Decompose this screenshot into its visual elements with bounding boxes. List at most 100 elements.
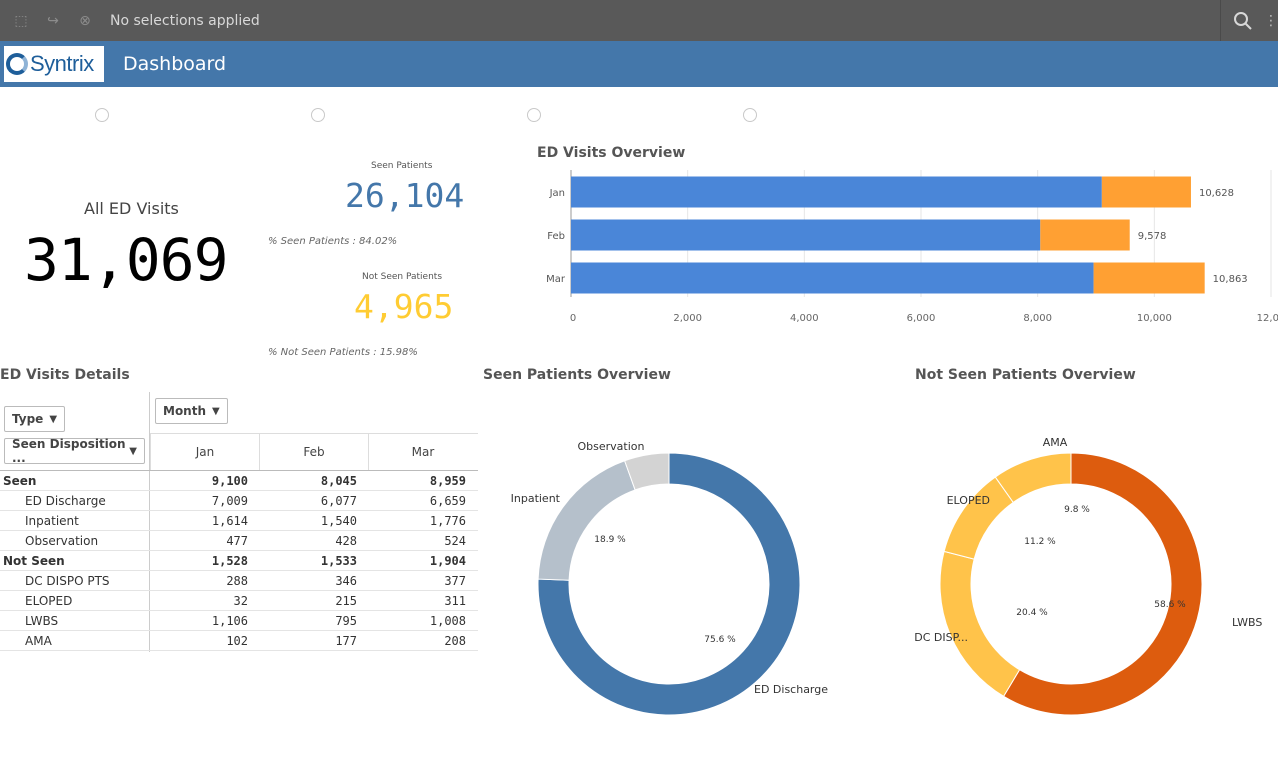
column-header-jan[interactable]: Jan (150, 434, 259, 470)
all-visits-label: All ED Visits (84, 199, 179, 218)
slice-percent-label: 11.2 % (1024, 537, 1056, 547)
table-row[interactable]: Observation 477 428 524 (0, 531, 478, 551)
step-forward-icon[interactable]: ↪ (47, 12, 59, 29)
all-visits-value: 31,069 (24, 226, 229, 294)
table-cell: 1,614 (211, 513, 248, 528)
row-label: ED Discharge (25, 493, 106, 508)
slice-label: DC DISP... (914, 631, 968, 644)
table-cell: 1,904 (429, 553, 466, 568)
donut-slice-eloped[interactable] (943, 476, 1014, 560)
slice-percent-label: 58.6 % (1154, 600, 1186, 610)
type-dimension-button[interactable]: Type ▼ (4, 406, 66, 432)
table-cell: 795 (335, 613, 357, 628)
bar-not-seen[interactable] (1040, 219, 1130, 251)
table-cell: 428 (335, 533, 357, 548)
pivot-divider (149, 392, 150, 652)
seen-patients-pct: % Seen Patients : 84.02% (268, 236, 398, 247)
table-row[interactable]: ELOPED 32 215 311 (0, 591, 478, 611)
donut-slice-inpatient[interactable] (537, 460, 636, 581)
table-cell: 7,009 (211, 493, 248, 508)
toolbar: ⬚ ↪ ⊗ No selections applied ⋮ (0, 0, 1278, 41)
donut-slice-dc-disp-[interactable] (939, 550, 1021, 698)
x-tick-label: 4,000 (790, 313, 819, 324)
table-row[interactable]: Seen 9,100 8,045 8,959 (0, 471, 478, 491)
details-pivot-table: Type ▼ Month ▼ Seen Disposition ... ▼ (0, 392, 478, 652)
radio-button-4[interactable] (743, 108, 757, 122)
x-tick-label: 6,000 (907, 313, 936, 324)
bar-not-seen[interactable] (1093, 262, 1205, 294)
radio-button-2[interactable] (311, 108, 325, 122)
slice-percent-label: 75.6 % (704, 635, 736, 645)
pivot-header-bottom-line (0, 470, 478, 471)
table-cell: 1,540 (320, 513, 357, 528)
table-row[interactable]: ED Discharge 7,009 6,077 6,659 (0, 491, 478, 511)
ed-visits-bar-chart[interactable]: 0 2,000 4,000 6,000 8,000 10,000 12,00 Jan 10,62… (536, 165, 1278, 330)
table-cell: 215 (335, 593, 357, 608)
row-label: AMA (25, 633, 52, 648)
month-dimension-button[interactable]: Month ▼ (155, 398, 228, 424)
column-header-mar[interactable]: Mar (368, 434, 477, 470)
bar-total-label: 10,628 (1199, 188, 1234, 199)
table-cell: 1,106 (211, 613, 248, 628)
not-seen-patients-donut-chart[interactable]: LWBS 58.6 % DC DISP... 20.4 % ELOPED 11.2 % AM… (880, 420, 1278, 730)
table-cell: 377 (444, 573, 466, 588)
table-row[interactable]: LWBS 1,106 795 1,008 (0, 611, 478, 631)
lasso-select-icon[interactable]: ⬚ (14, 12, 28, 29)
bar-seen[interactable] (571, 176, 1102, 208)
more-options-icon[interactable]: ⋮ (1264, 12, 1278, 29)
bar-seen[interactable] (571, 262, 1094, 294)
table-cell: 288 (226, 573, 248, 588)
column-header-feb[interactable]: Feb (259, 434, 368, 470)
row-label: ELOPED (25, 593, 73, 608)
x-tick-label: 10,000 (1137, 313, 1172, 324)
logo-mark-icon (6, 53, 28, 75)
table-cell: 1,776 (429, 513, 466, 528)
y-tick-label: Feb (547, 231, 565, 242)
y-tick-label: Jan (549, 188, 565, 199)
bar-seen[interactable] (571, 219, 1041, 251)
table-cell: 6,077 (320, 493, 357, 508)
details-title: ED Visits Details (0, 367, 130, 383)
search-button[interactable] (1220, 0, 1264, 41)
table-row[interactable]: DC DISPO PTS 288 346 377 (0, 571, 478, 591)
slice-label: Observation (578, 440, 645, 453)
bar-not-seen[interactable] (1101, 176, 1191, 208)
logo-text: Syntrix (30, 51, 94, 76)
logo: Syntrix (4, 46, 104, 82)
row-label: Seen (3, 473, 37, 488)
table-row[interactable]: Inpatient 1,614 1,540 1,776 (0, 511, 478, 531)
not-seen-patients-value: 4,965 (354, 287, 454, 326)
table-cell: 102 (226, 633, 248, 648)
bar-total-label: 10,863 (1213, 274, 1248, 285)
x-tick-label: 12,00 (1257, 313, 1278, 324)
bar-chart-title: ED Visits Overview (537, 145, 686, 161)
slice-percent-label: 20.4 % (1016, 608, 1048, 618)
page-title: Dashboard (123, 53, 227, 75)
donut-slice-ama[interactable] (994, 452, 1072, 504)
slice-percent-label: 18.9 % (594, 535, 626, 545)
slice-label: ED Discharge (754, 683, 828, 696)
type-dimension-label: Type (12, 412, 44, 426)
clear-selections-icon[interactable]: ⊗ (79, 12, 91, 29)
not-seen-patients-pct: % Not Seen Patients : 15.98% (268, 347, 418, 358)
table-cell: 1,528 (211, 553, 248, 568)
selections-status: No selections applied (110, 12, 260, 29)
radio-button-1[interactable] (95, 108, 109, 122)
x-tick-label: 2,000 (673, 313, 702, 324)
search-icon (1233, 11, 1252, 30)
table-row[interactable]: AMA 102 177 208 (0, 631, 478, 651)
table-cell: 524 (444, 533, 466, 548)
row-label: Inpatient (25, 513, 79, 528)
row-label: DC DISPO PTS (25, 573, 110, 588)
disposition-dimension-label: Seen Disposition ... (12, 437, 126, 465)
donut-slice-ed-discharge[interactable] (537, 452, 801, 716)
radio-button-3[interactable] (527, 108, 541, 122)
table-row[interactable]: Not Seen 1,528 1,533 1,904 (0, 551, 478, 571)
disposition-dimension-button[interactable]: Seen Disposition ... ▼ (4, 437, 145, 465)
seen-patients-donut-chart[interactable]: ED Discharge 75.6 % Inpatient 18.9 % Observa… (478, 420, 878, 730)
table-cell: 1,008 (429, 613, 466, 628)
donut-slice-observation[interactable] (623, 452, 670, 491)
bar-total-label: 9,578 (1138, 231, 1167, 242)
pivot-header-line (150, 433, 478, 434)
donut-slice-lwbs[interactable] (1002, 452, 1203, 716)
